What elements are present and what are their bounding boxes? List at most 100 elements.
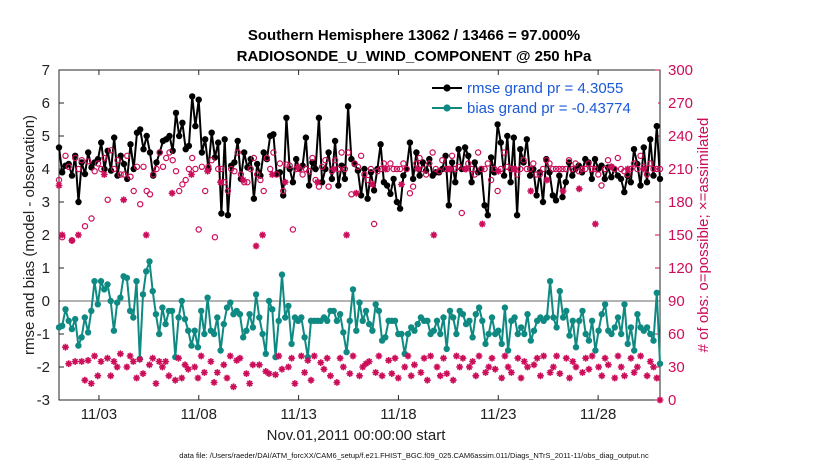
assimilated-obs-marker — [307, 376, 315, 384]
assimilated-obs-marker — [297, 352, 305, 360]
assimilated-obs-marker — [139, 370, 147, 377]
possible-obs-marker — [88, 215, 95, 222]
data-point — [133, 278, 140, 285]
data-point — [627, 179, 634, 186]
y-tick-label: 0 — [42, 293, 50, 310]
y-tick-label: 1 — [42, 260, 50, 277]
possible-obs-marker — [351, 160, 358, 167]
possible-obs-marker — [426, 160, 433, 167]
data-point — [437, 330, 444, 338]
assimilated-obs-marker — [417, 369, 425, 376]
data-point — [278, 271, 286, 278]
possible-obs-marker — [588, 165, 596, 173]
data-point — [221, 136, 228, 143]
data-point — [495, 327, 502, 334]
data-point — [585, 337, 593, 344]
data-point — [59, 322, 66, 329]
assimilated-obs-marker — [381, 165, 389, 173]
assimilated-obs-marker — [533, 354, 541, 362]
possible-obs-marker — [309, 154, 316, 162]
assimilated-obs-marker — [74, 231, 82, 239]
possible-obs-marker — [218, 165, 225, 173]
data-point — [475, 304, 483, 311]
data-point — [387, 190, 394, 197]
assimilated-obs-marker — [608, 163, 615, 171]
y-right-tick-label: 90 — [668, 293, 685, 310]
assimilated-obs-marker — [653, 374, 661, 382]
possible-obs-marker — [97, 165, 105, 173]
assimilated-obs-marker — [249, 361, 257, 369]
assimilated-obs-marker — [520, 358, 528, 365]
possible-obs-marker — [357, 152, 365, 159]
data-point — [198, 307, 205, 315]
data-point — [162, 320, 169, 328]
data-point — [524, 311, 531, 318]
assimilated-obs-marker — [349, 352, 357, 360]
possible-obs-marker — [552, 165, 560, 173]
data-point — [325, 149, 332, 156]
data-point — [185, 142, 193, 150]
possible-obs-marker — [348, 191, 355, 198]
assimilated-obs-marker — [116, 350, 124, 358]
data-point — [104, 281, 111, 288]
data-point — [588, 317, 596, 324]
data-point — [234, 137, 241, 145]
possible-obs-marker — [653, 165, 661, 173]
data-point — [152, 311, 160, 318]
x-axis: 11/03 11/08 11/13 11/18 11/23 11/28 — [81, 70, 616, 423]
possible-obs-marker — [614, 154, 622, 162]
data-point — [97, 278, 105, 285]
possible-obs-marker — [595, 171, 602, 178]
possible-obs-marker — [62, 152, 69, 159]
assimilated-obs-marker — [585, 365, 593, 373]
assimilated-obs-marker — [210, 379, 218, 386]
data-point — [656, 175, 664, 183]
possible-obs-marker — [406, 189, 414, 197]
data-point — [123, 274, 131, 282]
assimilated-obs-marker — [252, 242, 260, 250]
possible-obs-marker — [175, 187, 183, 195]
assimilated-obs-marker — [278, 365, 286, 373]
data-point — [270, 131, 277, 138]
y-tick-label: 6 — [42, 95, 50, 112]
assimilated-obs-marker — [343, 231, 350, 239]
data-point — [552, 197, 560, 204]
possible-obs-marker — [546, 160, 553, 167]
assimilated-obs-marker — [275, 352, 283, 360]
y-right-tick-label: 270 — [668, 95, 693, 112]
data-point — [252, 291, 260, 298]
assimilated-obs-marker — [233, 357, 241, 364]
assimilated-obs-marker — [495, 167, 502, 175]
data-point — [169, 147, 176, 154]
data-point — [393, 198, 401, 206]
data-point — [369, 327, 376, 334]
possible-obs-marker — [367, 165, 375, 173]
data-point — [450, 314, 457, 321]
possible-obs-marker — [533, 171, 540, 178]
possible-obs-marker — [81, 222, 89, 230]
possible-obs-marker — [578, 165, 586, 173]
data-point — [344, 103, 352, 110]
assimilated-obs-marker — [598, 372, 606, 380]
assimilated-obs-marker — [595, 363, 603, 371]
legend: rmse grand pr = 4.3055 bias grand pr = -… — [426, 76, 658, 120]
possible-obs-marker — [123, 152, 131, 159]
data-point — [582, 330, 589, 338]
possible-obs-marker — [484, 160, 491, 167]
assimilated-obs-marker — [265, 370, 273, 377]
data-point — [543, 314, 551, 321]
data-point — [240, 334, 247, 341]
legend-box — [426, 76, 658, 120]
assimilated-obs-marker — [507, 369, 515, 376]
possible-obs-marker — [198, 163, 206, 170]
y-right-tick-label: 210 — [668, 161, 693, 178]
data-point — [631, 347, 638, 354]
y-tick-label: 5 — [42, 128, 50, 145]
data-point — [556, 287, 563, 295]
assimilated-obs-marker — [91, 352, 98, 360]
data-point — [159, 304, 166, 311]
possible-obs-marker — [637, 152, 644, 159]
possible-obs-marker — [107, 147, 115, 154]
possible-obs-marker — [393, 165, 401, 173]
data-point — [348, 155, 355, 163]
